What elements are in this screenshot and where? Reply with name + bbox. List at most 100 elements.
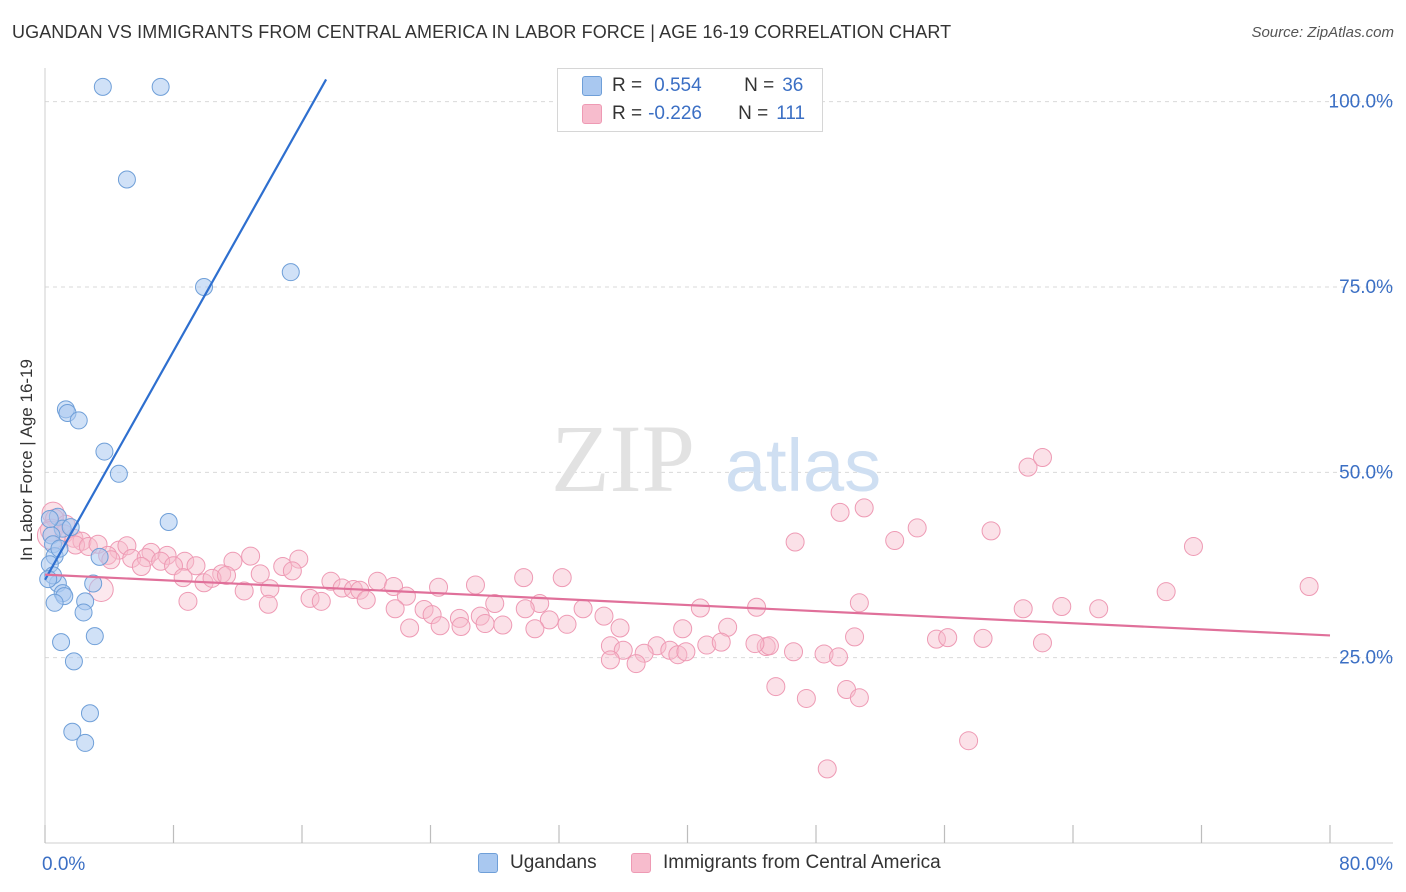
data-point-immigrants bbox=[766, 677, 786, 697]
chart-title: UGANDAN VS IMMIGRANTS FROM CENTRAL AMERI… bbox=[12, 22, 952, 42]
data-point-immigrants bbox=[241, 546, 261, 566]
data-point-immigrants bbox=[849, 688, 869, 708]
data-point-immigrants bbox=[594, 606, 614, 626]
data-point-immigrants bbox=[258, 594, 278, 614]
data-point-immigrants bbox=[300, 588, 320, 608]
data-point-immigrants bbox=[400, 618, 420, 638]
data-point-immigrants bbox=[311, 591, 331, 611]
x-tick-label-min: 0.0% bbox=[42, 854, 85, 875]
data-point-immigrants bbox=[178, 591, 198, 611]
immigrants-legend-swatch bbox=[631, 853, 651, 873]
data-point-immigrants bbox=[907, 518, 927, 538]
data-point-ugandans bbox=[93, 77, 112, 96]
data-point-immigrants bbox=[828, 647, 848, 667]
y-axis-title: In Labor Force | Age 16-19 bbox=[17, 359, 36, 561]
data-point-ugandans bbox=[151, 77, 170, 96]
data-point-ugandans bbox=[64, 652, 83, 671]
legend-label-ugandans: Ugandans bbox=[510, 852, 597, 873]
grid bbox=[45, 101, 1393, 659]
data-point-immigrants bbox=[613, 640, 633, 660]
data-point-immigrants bbox=[367, 571, 387, 591]
data-point-ugandans bbox=[159, 512, 178, 531]
data-point-immigrants bbox=[250, 564, 270, 584]
data-point-immigrants bbox=[634, 643, 654, 663]
data-point-ugandans bbox=[40, 510, 59, 529]
data-point-immigrants bbox=[711, 632, 731, 652]
r-value: -0.226 bbox=[648, 103, 702, 124]
data-point-immigrants bbox=[175, 551, 195, 571]
data-point-immigrants bbox=[273, 556, 293, 576]
data-point-immigrants bbox=[475, 614, 495, 634]
trend-line-ugandans bbox=[44, 78, 328, 581]
n-value: 36 bbox=[782, 75, 804, 96]
data-point-ugandans bbox=[76, 733, 95, 752]
data-point-immigrants bbox=[1183, 536, 1203, 556]
data-point-ugandans bbox=[63, 722, 82, 741]
data-point-immigrants bbox=[525, 619, 545, 639]
data-point-immigrants bbox=[885, 531, 905, 551]
data-point-immigrants bbox=[430, 616, 450, 636]
x-tick-label-max: 80.0% bbox=[1339, 854, 1393, 875]
legend-item-immigrants: Immigrants from Central America bbox=[631, 852, 941, 874]
data-point-ugandans bbox=[45, 593, 64, 612]
data-point-immigrants bbox=[539, 610, 559, 630]
data-point-ugandans bbox=[281, 263, 300, 282]
data-point-immigrants bbox=[849, 593, 869, 613]
series-legend: Ugandans Immigrants from Central America bbox=[0, 852, 1406, 878]
data-point-immigrants bbox=[217, 565, 237, 585]
r-label: R = bbox=[612, 75, 643, 96]
data-point-immigrants bbox=[514, 568, 534, 588]
data-point-immigrants bbox=[515, 599, 535, 619]
data-point-immigrants bbox=[1052, 597, 1072, 617]
data-point-immigrants bbox=[745, 634, 765, 654]
legend-item-ugandans: Ugandans bbox=[478, 852, 597, 874]
data-point-immigrants bbox=[973, 628, 993, 648]
data-point-immigrants bbox=[72, 531, 92, 551]
data-point-ugandans bbox=[80, 704, 99, 723]
data-point-immigrants bbox=[451, 617, 471, 637]
data-point-immigrants bbox=[321, 571, 341, 591]
data-point-immigrants bbox=[465, 575, 485, 595]
series-immigrants-points bbox=[36, 448, 1319, 779]
ugandans-swatch bbox=[582, 76, 602, 96]
data-point-immigrants bbox=[1018, 457, 1038, 477]
data-point-ugandans bbox=[84, 574, 103, 593]
data-point-immigrants bbox=[136, 548, 156, 568]
tick-labels: 25.0% 50.0% 75.0% 100.0% 0.0% 80.0% bbox=[42, 92, 1393, 875]
data-point-immigrants bbox=[151, 551, 171, 571]
data-point-immigrants bbox=[854, 498, 874, 518]
r-value: 0.554 bbox=[654, 75, 702, 96]
legend-row-immigrants: R = -0.226 N = 111 bbox=[582, 102, 805, 126]
data-point-immigrants bbox=[1032, 448, 1052, 467]
y-tick-label: 25.0% bbox=[1339, 648, 1393, 669]
data-point-immigrants bbox=[557, 614, 577, 634]
legend-row-ugandans: R = 0.554 N = 36 bbox=[582, 74, 803, 98]
data-point-immigrants bbox=[493, 615, 513, 635]
watermark-zip: ZIP bbox=[551, 405, 695, 512]
watermark-atlas: atlas bbox=[725, 424, 881, 507]
data-point-ugandans bbox=[117, 170, 136, 189]
data-point-immigrants bbox=[429, 577, 449, 597]
data-point-immigrants bbox=[573, 599, 593, 619]
data-point-ugandans bbox=[109, 464, 128, 483]
data-point-immigrants bbox=[697, 635, 717, 655]
data-point-immigrants bbox=[1156, 582, 1176, 602]
data-point-immigrants bbox=[289, 549, 309, 569]
data-point-immigrants bbox=[626, 654, 646, 674]
data-point-ugandans bbox=[85, 627, 104, 646]
correlation-legend: R = 0.554 N = 36 R = -0.226 N = 111 bbox=[557, 68, 823, 132]
n-label: N = bbox=[744, 75, 775, 96]
data-point-immigrants bbox=[385, 599, 405, 619]
data-point-immigrants bbox=[600, 636, 620, 656]
data-point-immigrants bbox=[959, 731, 979, 751]
data-point-immigrants bbox=[817, 759, 837, 779]
axes bbox=[44, 68, 1393, 844]
source-label: Source: ZipAtlas.com bbox=[1251, 24, 1394, 41]
data-point-immigrants bbox=[981, 521, 1001, 541]
data-point-immigrants bbox=[122, 548, 142, 568]
data-point-immigrants bbox=[1013, 599, 1033, 619]
data-point-immigrants bbox=[600, 650, 620, 670]
data-point-immigrants bbox=[610, 618, 630, 638]
ugandans-legend-swatch bbox=[478, 853, 498, 873]
